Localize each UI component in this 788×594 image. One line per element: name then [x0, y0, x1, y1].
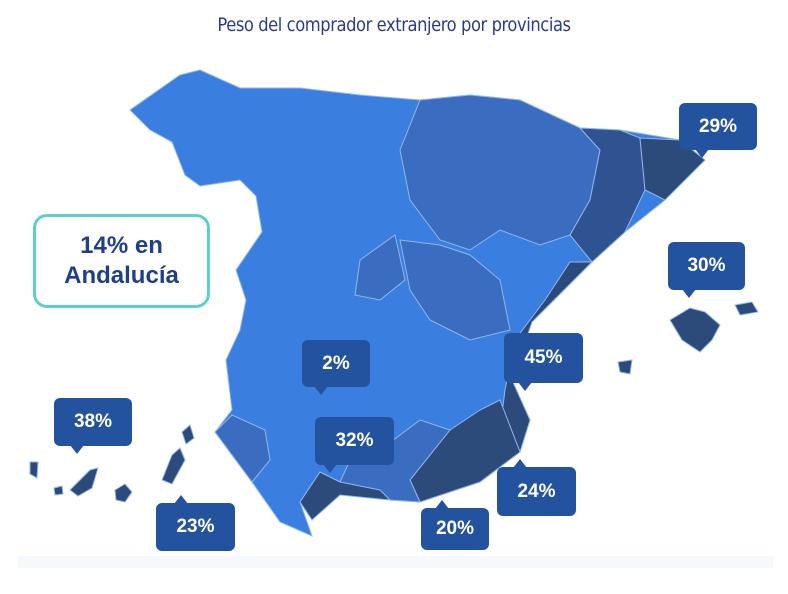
callout-ciudad-real: 2%	[302, 340, 370, 395]
region-la-palma	[29, 461, 39, 479]
callout-value: 29%	[698, 115, 738, 137]
region-la-gomera	[53, 485, 64, 496]
region-cuenca-medium	[399, 239, 511, 341]
callout-value: 32%	[335, 430, 374, 451]
callout-baleares: 30%	[668, 242, 745, 298]
region-catalonia-dark	[569, 127, 646, 263]
andalucia-highlight-box: 14% en Andalucía	[33, 214, 210, 308]
region-malaga-dark	[299, 471, 392, 521]
region-north-east-medium	[399, 94, 601, 251]
region-ibiza	[617, 359, 633, 375]
callout-value: 20%	[435, 518, 475, 539]
region-tenerife	[69, 467, 99, 497]
region-huelva-medium	[214, 414, 271, 483]
callout-malaga: 32%	[315, 417, 394, 473]
region-menorca	[734, 301, 759, 316]
callout-murcia: 24%	[497, 459, 576, 516]
callout-santa-cruz-de-tenerife: 38%	[54, 398, 132, 454]
footer-strip	[18, 556, 773, 568]
highlight-line2: Andalucía	[64, 262, 179, 289]
callout-value: 2%	[322, 352, 350, 374]
callout-value: 30%	[687, 255, 726, 276]
region-guadalajara-medium	[354, 234, 406, 301]
callout-value: 23%	[176, 516, 215, 537]
map-title: Peso del comprador extranjero por provin…	[217, 14, 571, 36]
callout-alicante: 45%	[504, 333, 583, 391]
callout-value: 45%	[524, 347, 563, 368]
callout-value: 24%	[517, 480, 556, 502]
region-fuerteventura	[161, 447, 186, 485]
region-girona-dark	[639, 137, 706, 201]
callout-almeria: 20%	[421, 500, 489, 550]
callout-value: 38%	[73, 411, 113, 432]
region-balearic-islands	[669, 307, 721, 353]
highlight-line1: 14% en	[80, 232, 163, 259]
callout-girona: 29%	[679, 103, 757, 158]
callout-las-palmas: 23%	[156, 495, 235, 551]
region-gran-canaria	[114, 483, 133, 503]
region-lanzarote	[181, 424, 195, 445]
